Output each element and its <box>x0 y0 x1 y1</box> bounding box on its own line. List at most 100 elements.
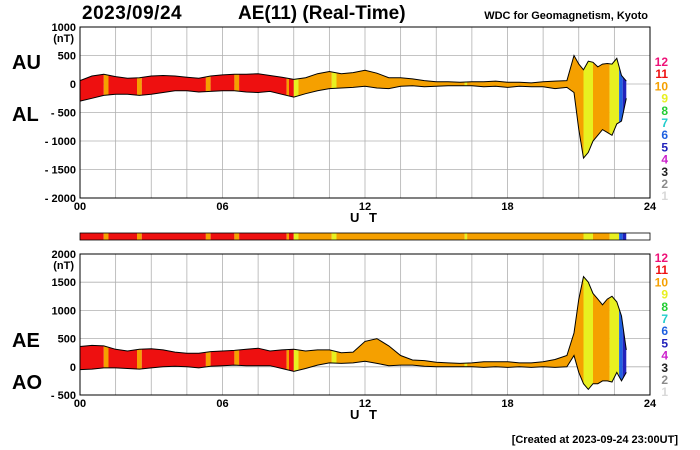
aual-level-band <box>336 70 465 89</box>
aual-level-band <box>108 75 137 96</box>
station-strip-segment <box>286 233 289 240</box>
station-strip-segment <box>234 233 240 240</box>
aeao-level-band <box>593 293 610 384</box>
source-label: WDC for Geomagnetism, Kyoto <box>484 10 648 22</box>
station-strip-segment <box>467 233 574 240</box>
aual-unit-label: (nT) <box>53 33 74 45</box>
aeao-legend-level: 5 <box>661 336 668 350</box>
station-strip-segment <box>239 233 287 240</box>
aeao-unit-label: (nT) <box>53 260 74 272</box>
aual-legend-level: 2 <box>661 177 668 191</box>
aual-level-band <box>137 77 142 96</box>
station-strip-segment <box>289 233 294 240</box>
au-label: AU <box>12 52 41 74</box>
station-strip-segment <box>464 233 468 240</box>
aual-x-tick: 12 <box>359 201 371 213</box>
aual-level-band <box>103 74 109 96</box>
aual-legend-level: 12 <box>655 55 669 69</box>
aeao-level-band <box>336 338 465 367</box>
station-strip-segment <box>336 233 465 240</box>
aual-level-band <box>289 78 294 98</box>
aeao-legend-level: 2 <box>661 373 668 387</box>
aual-legend-level: 7 <box>661 116 668 130</box>
station-strip-segment <box>622 233 627 240</box>
aeao-legend-level: 8 <box>661 300 668 314</box>
station-strip-segment <box>331 233 337 240</box>
aeao-level-band <box>583 276 593 390</box>
aual-legend-level: 9 <box>661 92 668 106</box>
station-strip-segment <box>593 233 610 240</box>
aeao-level-band <box>622 324 627 379</box>
aeao-x-tick: 06 <box>216 398 228 410</box>
aeao-level-band <box>331 350 337 364</box>
aual-series-al <box>79 85 627 160</box>
aeao-legend-level: 9 <box>661 288 668 302</box>
aeao-legend-level: 12 <box>655 251 669 265</box>
aual-level-band <box>619 66 623 123</box>
aual-y-tick: - 1000 <box>45 136 76 148</box>
aeao-level-band <box>464 363 468 367</box>
aeao-x-tick: 00 <box>74 398 86 410</box>
station-strip-segment <box>574 233 584 240</box>
chart-title: AE(11) (Real-Time) <box>238 3 406 24</box>
aeao-level-band <box>80 345 104 370</box>
aeao-legend-level: 4 <box>661 349 668 363</box>
aeao-legend-level: 7 <box>661 312 668 326</box>
aual-legend-level: 1 <box>661 189 668 203</box>
aeao-x-tick: 18 <box>501 398 513 410</box>
aual-plot-frame <box>79 26 651 199</box>
aual-legend-level: 10 <box>655 79 669 93</box>
aual-x-tick: 18 <box>501 201 513 213</box>
aual-level-band <box>609 58 620 136</box>
aual-y-tick: - 1500 <box>45 165 76 177</box>
aual-y-tick: 1000 <box>52 22 76 34</box>
aual-legend-level: 3 <box>661 165 668 179</box>
aeao-y-tick: 1000 <box>52 305 76 317</box>
aual-legend-level: 8 <box>661 104 668 118</box>
aual-y-tick: 500 <box>58 51 76 63</box>
aual-level-band <box>141 75 206 96</box>
aeao-level-band <box>137 349 142 370</box>
aual-legend-level: 5 <box>661 140 668 154</box>
aual-x-axis-label: U T <box>350 210 380 225</box>
aual-y-tick: 0 <box>70 79 76 91</box>
aual-level-band <box>298 71 332 96</box>
aual-level-band <box>210 74 235 92</box>
station-strip-segment <box>205 233 211 240</box>
aeao-y-tick: - 500 <box>51 390 76 402</box>
aeao-x-tick: 24 <box>644 398 657 410</box>
station-strip-segment <box>80 233 104 240</box>
aeao-legend-level: 11 <box>655 263 668 277</box>
station-strip-frame <box>79 232 651 241</box>
aual-y-tick: - 500 <box>51 108 76 120</box>
ae-label: AE <box>12 330 40 352</box>
aeao-x-axis-label: U T <box>350 407 380 422</box>
aeao-legend-level: 1 <box>661 385 668 399</box>
aeao-level-band <box>293 349 299 372</box>
aual-level-band <box>464 81 468 86</box>
al-label: AL <box>12 104 39 126</box>
station-strip-segment <box>609 233 620 240</box>
station-strip-segment <box>583 233 593 240</box>
aual-x-tick: 00 <box>74 201 86 213</box>
station-strip-segment <box>293 233 299 240</box>
aeao-level-band <box>619 309 623 381</box>
aeao-level-band <box>234 350 240 366</box>
station-strip-segment <box>141 233 206 240</box>
station-strip-segment <box>103 233 109 240</box>
aual-level-band <box>574 55 584 159</box>
aeao-y-tick: 2000 <box>52 249 76 261</box>
aual-level-band <box>622 76 627 116</box>
aeao-level-band <box>286 349 289 371</box>
aeao-level-band <box>298 349 332 371</box>
aeao-level-band <box>239 348 287 370</box>
aual-level-band <box>293 78 299 98</box>
aeao-level-band <box>467 333 574 368</box>
station-strip-segment <box>210 233 235 240</box>
aeao-level-band <box>210 350 235 367</box>
aual-x-tick: 06 <box>216 201 228 213</box>
aual-level-band <box>234 74 240 92</box>
aual-series-au <box>79 54 627 84</box>
aual-level-band <box>583 61 593 159</box>
aual-legend-level: 6 <box>661 128 668 142</box>
